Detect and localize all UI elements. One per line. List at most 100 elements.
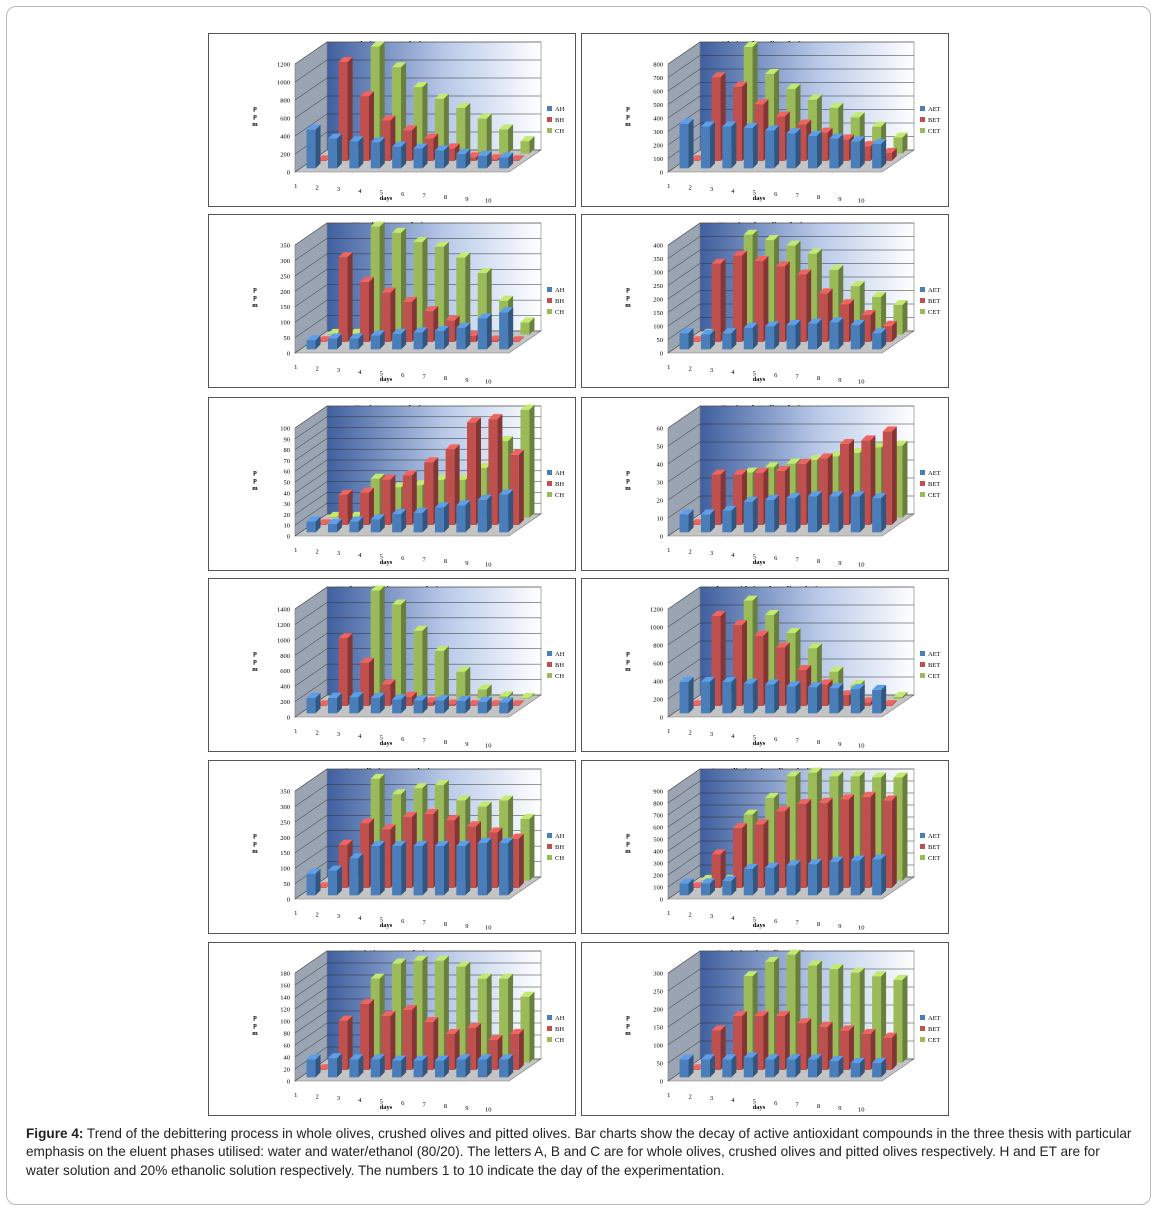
bar-BET-day-7 <box>818 1021 833 1070</box>
gridline <box>294 222 541 246</box>
legend-label: CH <box>555 673 564 680</box>
chart-panel: Olp in ethanolic solution010020030040050… <box>581 33 949 207</box>
x-tick-label: 1 <box>294 728 297 735</box>
bar-AH-day-5 <box>392 1055 407 1078</box>
gridline <box>667 768 914 792</box>
bar-BH-day-6 <box>424 1017 439 1070</box>
y-tick-label: 100 <box>653 324 663 331</box>
bar-BET-day-10 <box>882 795 897 888</box>
bar-AH-day-2 <box>327 692 342 714</box>
x-tick-label: 9 <box>838 741 841 748</box>
bar-AH-day-3 <box>349 853 364 896</box>
bar-AH-day-10 <box>499 152 514 169</box>
legend-label: CET <box>928 1037 940 1044</box>
y-tick-label: 100 <box>280 320 290 327</box>
x-axis-label: days <box>753 376 766 383</box>
legend-swatch <box>920 1015 925 1020</box>
y-tick-label: 10 <box>657 516 664 523</box>
x-tick-label: 6 <box>774 1100 778 1107</box>
bar-BH-day-2 <box>338 1015 353 1070</box>
legend-swatch <box>920 833 925 838</box>
bar-AH-day-1 <box>306 868 321 896</box>
y-tick-label: 400 <box>653 243 663 250</box>
x-tick-label: 8 <box>444 375 447 382</box>
legend-swatch <box>547 844 552 849</box>
bar-AET-day-4 <box>743 496 758 533</box>
legend-label: AH <box>555 1015 565 1022</box>
bar-AET-day-1 <box>679 878 694 896</box>
bar-BH-day-10 <box>509 700 524 706</box>
bar-AET-day-7 <box>807 682 822 714</box>
y-tick-label: 30 <box>284 501 291 508</box>
bar-AH-day-4 <box>370 1054 385 1078</box>
caption-text: Trend of the debittering process in whol… <box>26 1126 1132 1178</box>
chart-svg: Luteolin in water solution05010015020025… <box>252 766 565 931</box>
x-tick-label: 9 <box>465 923 468 930</box>
x-tick-label: 1 <box>294 1092 297 1099</box>
y-tick-label: 100 <box>653 885 663 892</box>
x-tick-label: 2 <box>315 366 318 373</box>
bar-AH-day-2 <box>327 865 342 896</box>
bar-BET-day-8 <box>840 1025 854 1070</box>
bar-AH-day-5 <box>392 840 407 896</box>
y-tick-label: 200 <box>653 143 663 150</box>
bar-AET-day-4 <box>743 678 758 714</box>
legend-label: BET <box>928 298 940 305</box>
gridline <box>667 604 914 628</box>
legend-swatch <box>920 844 925 849</box>
bar-AET-day-10 <box>872 854 887 896</box>
chart-svg: Olp in ethanolic solution010020030040050… <box>625 39 940 204</box>
x-tick-label: 2 <box>688 730 691 737</box>
x-tick-label: 7 <box>422 738 426 745</box>
gridline <box>294 238 541 261</box>
x-tick-label: 9 <box>838 1105 841 1112</box>
bar-AH-day-9 <box>477 494 492 533</box>
x-tick-label: 1 <box>294 364 297 371</box>
bar-AH-day-6 <box>413 143 428 169</box>
bar-CH-day-8 <box>477 684 492 699</box>
bar-AET-day-6 <box>786 681 801 714</box>
y-tick-label: 200 <box>653 873 663 880</box>
bar-CH-day-3 <box>370 585 385 699</box>
bar-AH-day-4 <box>370 514 385 533</box>
bar-AET-day-10 <box>872 684 887 714</box>
y-tick-label: 1200 <box>650 607 663 614</box>
y-tick-label: 100 <box>653 1043 663 1050</box>
gridline <box>667 41 914 65</box>
legend-label: AH <box>555 833 565 840</box>
bar-AET-day-10 <box>872 139 887 169</box>
chart-panel: Luteolin in water solution05010015020025… <box>208 760 576 934</box>
y-tick-label: 800 <box>653 643 663 650</box>
bar-BH-day-4 <box>381 1011 396 1070</box>
y-tick-label: 0 <box>660 1079 663 1086</box>
gridline <box>667 95 914 119</box>
legend-swatch <box>920 106 925 111</box>
y-tick-label: 150 <box>653 310 663 317</box>
bar-AET-day-7 <box>807 491 822 533</box>
x-tick-label: 1 <box>294 547 297 554</box>
x-tick-label: 1 <box>667 183 670 190</box>
x-tick-label: 3 <box>710 550 713 557</box>
chart-panel: Htyr in ethanolic solution05010015020025… <box>581 214 949 388</box>
x-tick-label: 6 <box>774 372 778 379</box>
bar-BET-day-2 <box>711 849 726 888</box>
y-tick-label: 100 <box>280 426 290 433</box>
legend-swatch <box>547 287 552 292</box>
bar-AH-day-5 <box>392 508 407 533</box>
bar-AH-day-6 <box>413 695 428 714</box>
y-tick-label: 150 <box>280 304 290 311</box>
gridline <box>294 416 541 440</box>
x-tick-label: 4 <box>731 188 735 195</box>
bar-AH-day-7 <box>434 325 449 350</box>
x-tick-label: 4 <box>358 733 362 740</box>
gridline <box>667 82 914 105</box>
x-tick-label: 9 <box>465 377 468 384</box>
y-tick-label: 120 <box>280 1007 290 1014</box>
bar-CH-day-9 <box>499 691 514 699</box>
legend-label: CH <box>555 309 564 316</box>
y-tick-label: 400 <box>653 679 663 686</box>
y-tick-label: 150 <box>653 1025 663 1032</box>
legend-swatch <box>547 117 552 122</box>
bar-AH-day-8 <box>456 840 471 896</box>
